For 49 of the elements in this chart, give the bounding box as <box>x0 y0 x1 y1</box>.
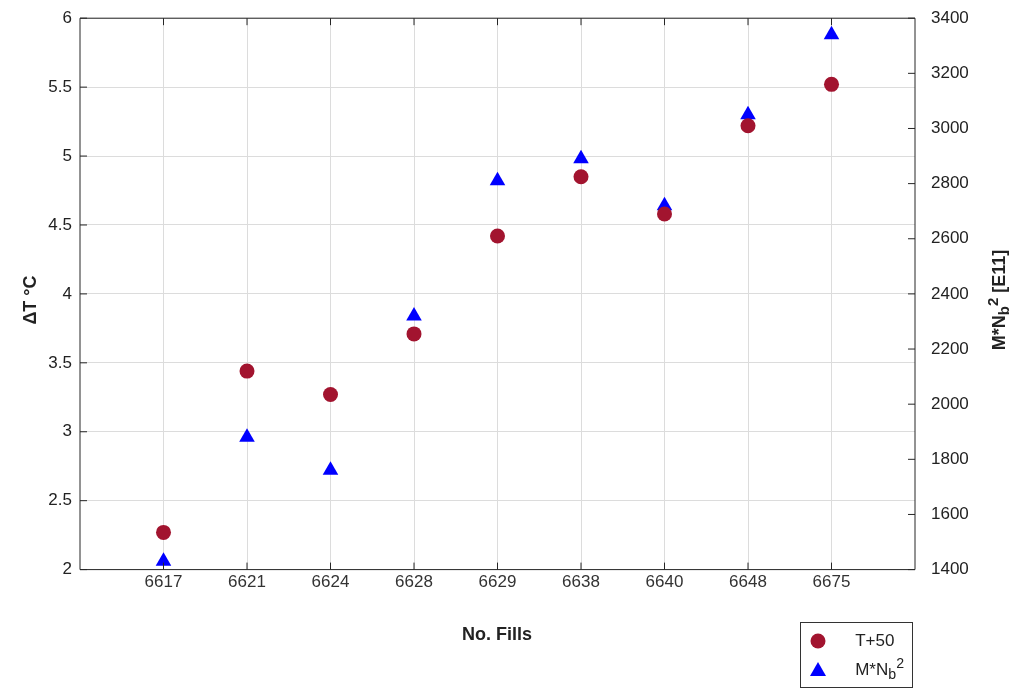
y2-tick-label: 1600 <box>931 504 969 524</box>
x-tick-label: 6628 <box>395 572 433 592</box>
point <box>489 171 506 186</box>
y2-tick-label: 1400 <box>931 559 969 579</box>
point <box>322 461 339 475</box>
x-tick-label: 6675 <box>812 572 851 592</box>
y-tick-label: 5 <box>62 145 72 165</box>
legend-label: T+50 <box>855 631 895 651</box>
x-axis-title: No. Fills <box>461 624 533 645</box>
x-tick-label: 6621 <box>228 572 266 592</box>
y-tick-label: 3 <box>62 421 72 441</box>
y-tick-label: 3.5 <box>48 352 72 372</box>
point <box>824 76 839 92</box>
y2-tick-label: 2000 <box>931 393 969 413</box>
point <box>573 149 589 164</box>
x-tick-label: 6638 <box>562 572 600 592</box>
y-tick-label: 6 <box>62 7 72 27</box>
point <box>490 228 505 244</box>
y2-tick-label: 2600 <box>931 228 969 248</box>
x-tick-label: 6640 <box>645 572 684 592</box>
point <box>239 428 255 442</box>
point <box>573 169 589 185</box>
y2-tick-label: 2800 <box>931 173 969 193</box>
point <box>323 387 338 403</box>
point <box>155 552 172 566</box>
y2-tick-label: 3000 <box>931 118 969 138</box>
y2-tick-label: 1800 <box>931 449 969 469</box>
y-tick-label: 5.5 <box>48 76 72 96</box>
y2-tick-label: 3400 <box>931 7 969 27</box>
point <box>406 306 422 321</box>
y2-tick-label: 2400 <box>931 283 969 303</box>
point <box>406 326 422 342</box>
y2-tick-label: 3200 <box>931 63 969 83</box>
x-tick-label: 6648 <box>729 572 767 592</box>
y-tick-label: 4 <box>62 283 72 303</box>
y-tick-label: 2 <box>62 559 72 579</box>
y-tick-label: 2.5 <box>48 490 72 510</box>
point <box>740 118 756 134</box>
y-tick-label: 4.5 <box>48 214 72 234</box>
y-axis-title: ΔT °C <box>19 275 41 325</box>
x-tick-label: 6624 <box>311 572 350 592</box>
x-tick-label: 6617 <box>144 572 183 592</box>
y2-tick-label: 2200 <box>931 338 969 358</box>
point <box>156 524 171 540</box>
point <box>657 206 672 222</box>
x-tick-label: 6629 <box>478 572 517 592</box>
point <box>740 105 756 120</box>
point <box>239 363 255 379</box>
point <box>823 25 840 40</box>
